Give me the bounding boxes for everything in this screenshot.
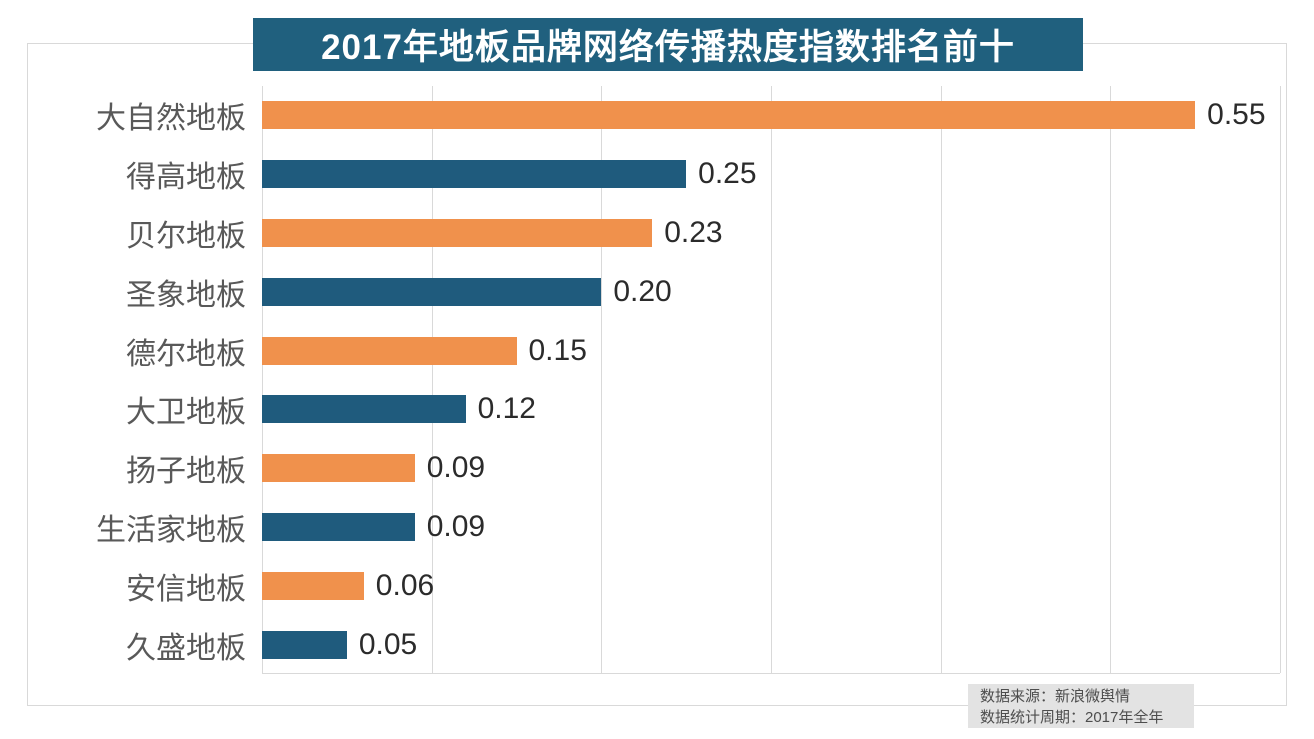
bar (262, 218, 653, 247)
category-label: 大卫地板 (126, 396, 246, 430)
category-label: 大自然地板 (96, 102, 246, 136)
bar-row: 大自然地板 0.55 (28, 86, 1280, 145)
value-label: 0.23 (664, 215, 723, 249)
bar-track: 0.12 (262, 380, 1280, 439)
bar-track: 0.06 (262, 556, 1280, 615)
value-label: 0.09 (426, 509, 486, 543)
bar-track: 0.55 (262, 86, 1280, 145)
bar-row: 生活家地板 0.09 (28, 498, 1280, 557)
gridline (262, 86, 263, 673)
gridline (1280, 86, 1281, 673)
gridline (771, 86, 772, 673)
plot-area: 大自然地板 0.55 得高地板 0.25 贝尔地板 0.23 圣象地板 0.20 德尔地板 0.1… (28, 86, 1281, 674)
bar (262, 630, 347, 659)
value-label: 0.09 (426, 451, 486, 485)
bar-row: 圣象地板 0.20 (28, 262, 1280, 321)
category-label: 得高地板 (126, 161, 246, 195)
gridlines (262, 86, 1281, 674)
category-label: 贝尔地板 (126, 219, 246, 253)
chart-title: 2017年地板品牌网络传播热度指数排名前十 (321, 28, 1015, 67)
category-label: 圣象地板 (126, 278, 246, 312)
bar-track: 0.09 (262, 498, 1280, 557)
chart-border-box (27, 43, 1287, 706)
category-label: 久盛地板 (126, 631, 246, 665)
bar (262, 277, 602, 306)
chart-title-banner: 2017年地板品牌网络传播热度指数排名前十 (253, 18, 1083, 71)
bar (262, 336, 517, 365)
value-label: 0.05 (358, 627, 418, 661)
period-line: 数据统计周期：2017年全年 (980, 709, 1164, 726)
bar-track: 0.25 (262, 145, 1280, 204)
bar-row: 得高地板 0.25 (28, 145, 1280, 204)
bar (262, 160, 687, 189)
bar-row: 贝尔地板 0.23 (28, 204, 1280, 263)
bar-row: 扬子地板 0.09 (28, 439, 1280, 498)
bar-row: 德尔地板 0.15 (28, 321, 1280, 380)
value-label: 0.12 (477, 392, 536, 426)
data-source-note: 数据来源：新浪微舆情 数据统计周期：2017年全年 (968, 684, 1194, 728)
bar-track: 0.05 (262, 615, 1280, 674)
gridline (940, 86, 942, 673)
category-label: 生活家地板 (96, 513, 246, 547)
bar-row: 大卫地板 0.12 (28, 380, 1280, 439)
bar (262, 512, 415, 541)
category-label: 安信地板 (126, 572, 246, 606)
bar-track: 0.23 (262, 204, 1280, 263)
bar-track: 0.15 (262, 321, 1280, 380)
category-label: 德尔地板 (126, 337, 246, 371)
bar (262, 454, 415, 483)
value-label: 0.15 (528, 333, 587, 367)
value-label: 0.20 (613, 274, 672, 308)
bar-row: 安信地板 0.06 (28, 556, 1280, 615)
gridline (431, 86, 433, 673)
source-line: 数据来源：新浪微舆情 (980, 688, 1131, 705)
bar-track: 0.09 (262, 439, 1280, 498)
bar (262, 571, 364, 600)
bar-rows: 大自然地板 0.55 得高地板 0.25 贝尔地板 0.23 圣象地板 0.20 德尔地板 0.1… (28, 86, 1280, 674)
value-label: 0.55 (1207, 98, 1266, 132)
gridline (601, 86, 603, 673)
value-label: 0.25 (698, 157, 757, 191)
bar (262, 101, 1196, 130)
bar-row: 久盛地板 0.05 (28, 615, 1280, 674)
value-label: 0.06 (375, 568, 435, 602)
bar-track: 0.20 (262, 262, 1280, 321)
bar (262, 395, 466, 424)
gridline (1110, 86, 1112, 673)
category-label: 扬子地板 (126, 455, 246, 489)
